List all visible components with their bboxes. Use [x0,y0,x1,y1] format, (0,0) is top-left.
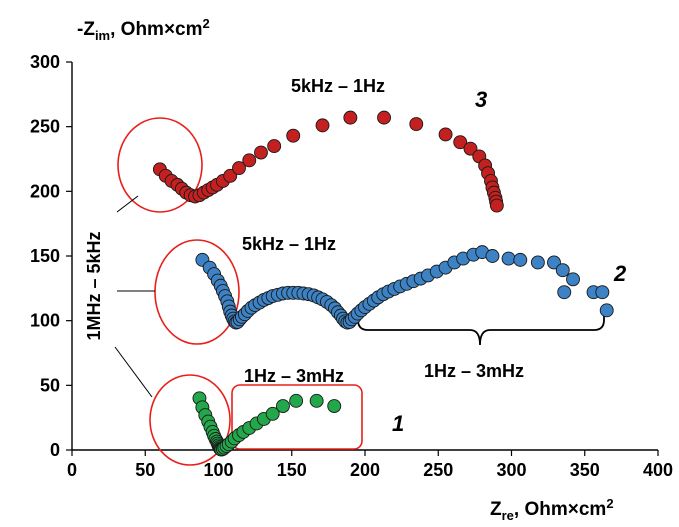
vertical-frequency-label: 1MHz – 5kHz [84,231,104,340]
highlight-circle-curve-2 [154,239,240,345]
data-point-series-2 [555,263,570,278]
data-point-series-3 [343,110,358,125]
highlight-circle-curve-3 [117,117,203,213]
x-tick-label: 100 [203,460,233,480]
data-point-series-3 [286,128,301,143]
leader-line-top [116,195,139,213]
y-tick-label: 150 [30,246,60,266]
x-tick-label: 50 [135,460,155,480]
data-point-series-2 [557,285,572,300]
data-point-series-1 [289,393,304,408]
data-point-series-3 [315,118,330,133]
x-tick-label: 400 [643,460,673,480]
freq-label-curve-2-low: 1Hz – 3mHz [424,361,524,381]
leader-line-bottom [114,346,153,398]
x-tick-label: 250 [423,460,453,480]
x-tick-label: 350 [570,460,600,480]
low-freq-bracket [357,305,605,346]
freq-label-curve-1-low: 1Hz – 3mHz [244,366,344,386]
data-point-series-3 [409,117,424,132]
axes [71,62,658,451]
x-tick-label: 0 [67,460,77,480]
y-ticks: 0 50 100 150 200 250 300 [30,52,72,460]
data-point-series-1 [327,399,342,413]
x-axis-label: Zre, Ohm×cm2 [490,496,614,523]
series-1 [192,391,342,457]
data-point-series-1 [309,393,324,408]
series-layer [152,110,614,457]
data-point-series-2 [501,251,516,266]
data-point-series-2 [566,272,580,287]
y-axis-label: -Zim, Ohm×cm2 [77,16,210,43]
data-point-series-3 [377,110,391,125]
freq-label-curve-3: 5kHz – 1Hz [291,76,385,96]
series-2 [195,245,614,330]
data-point-series-3 [453,135,468,150]
data-point-series-3 [232,161,246,176]
leader-lines [114,195,155,398]
x-tick-label: 300 [496,460,526,480]
curve-label-1: 1 [392,411,404,436]
y-tick-label: 0 [50,440,60,460]
data-point-series-3 [463,141,478,156]
curve-label-2: 2 [613,261,627,286]
x-tick-label: 200 [350,460,380,480]
series-3 [152,110,504,213]
data-point-series-2 [595,285,610,300]
data-point-series-1 [265,406,280,421]
data-point-series-3 [223,168,238,183]
x-tick-label: 150 [277,460,307,480]
highlight-box-low-freq [231,384,363,450]
freq-label-curve-2: 5kHz – 1Hz [242,234,336,254]
data-point-series-2 [530,255,545,270]
data-point-series-2 [547,255,561,270]
data-point-series-3 [267,139,282,154]
data-point-series-3 [438,127,453,142]
x-ticks: 0 50 100 150 200 250 300 350 400 [67,450,673,480]
y-tick-label: 100 [30,311,60,331]
frequency-highlights [117,117,363,466]
data-point-series-2 [599,303,614,318]
data-point-series-1 [276,399,290,413]
y-tick-label: 250 [30,117,60,137]
curve-label-3: 3 [475,87,487,112]
data-point-series-2 [485,249,500,263]
y-tick-label: 200 [30,181,60,201]
data-point-series-3 [254,145,268,160]
highlight-circle-curve-1 [149,374,231,466]
data-point-series-3 [242,153,257,168]
data-point-series-2 [513,252,528,267]
y-tick-label: 50 [40,375,60,395]
y-tick-label: 300 [30,52,60,72]
data-point-series-3 [489,198,504,213]
